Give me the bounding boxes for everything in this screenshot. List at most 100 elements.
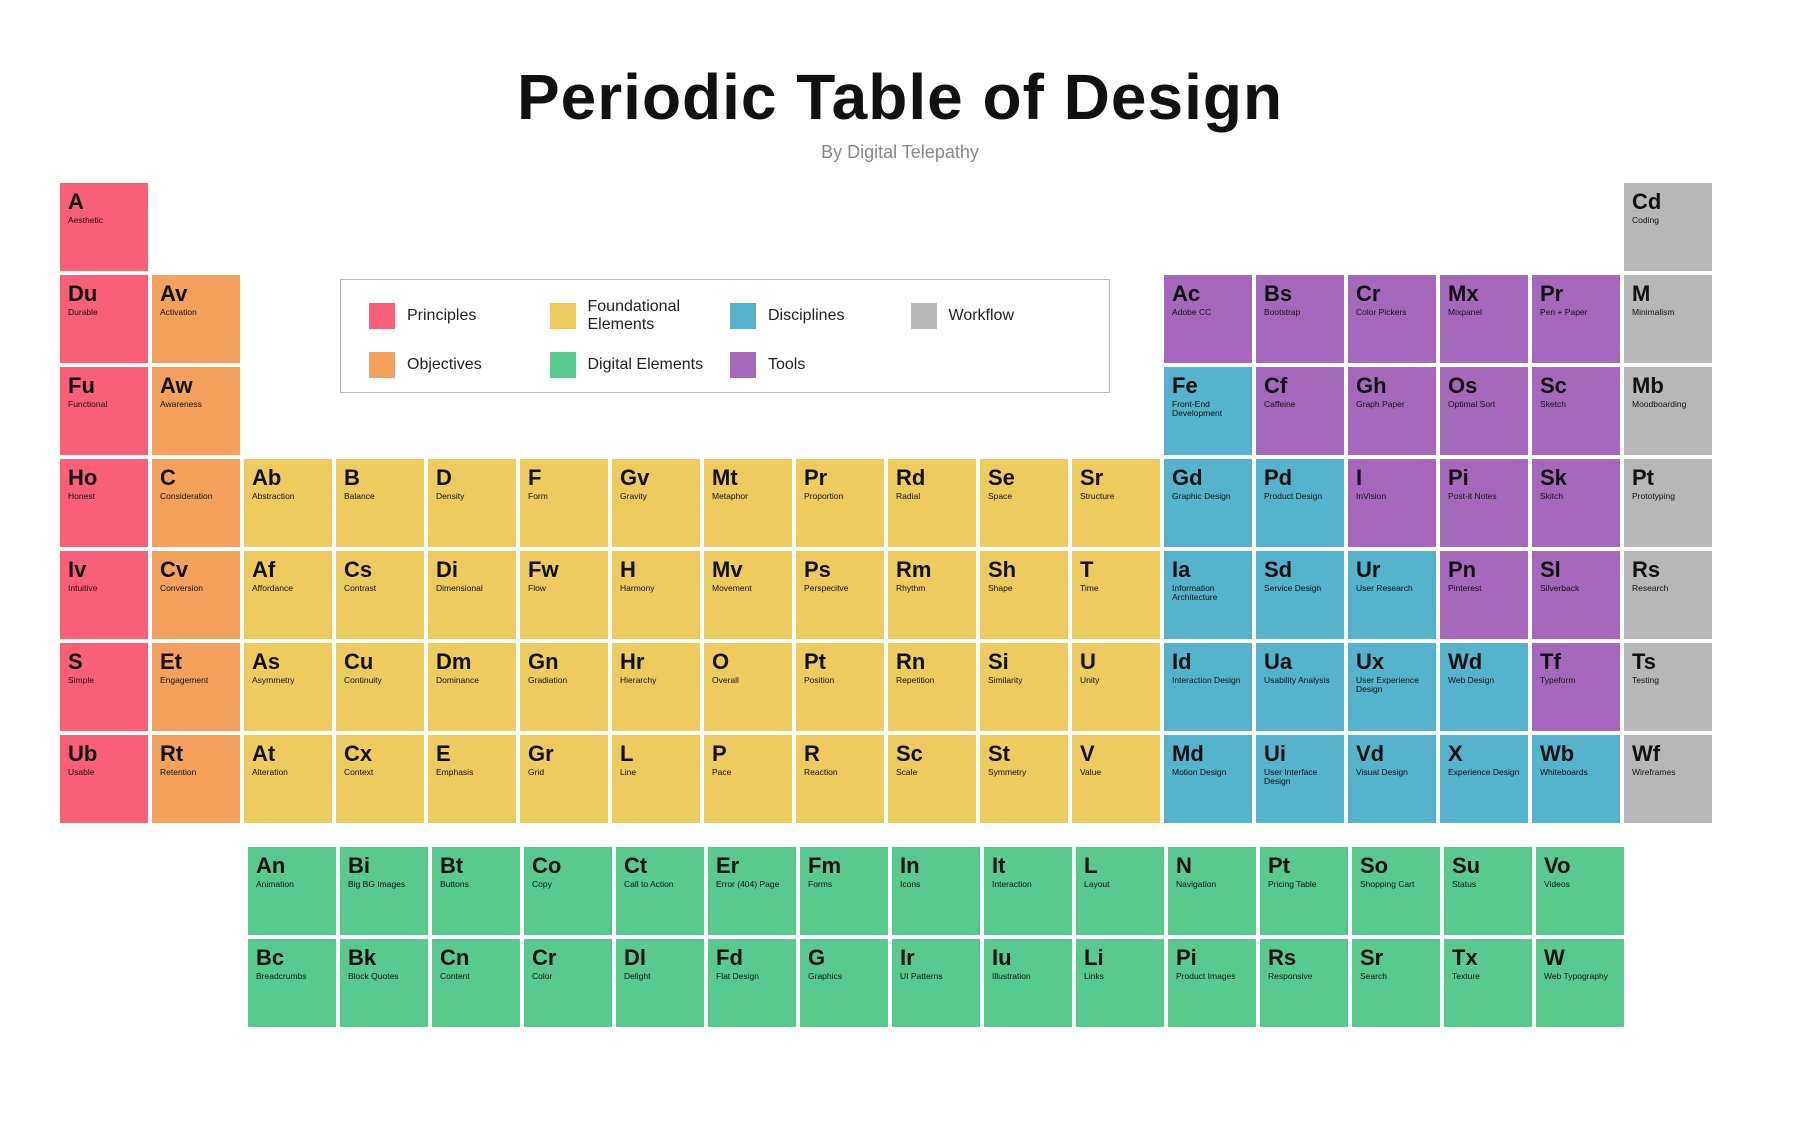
element-cell: GvGravity [612,459,700,547]
element-symbol: Bi [348,855,422,877]
element-symbol: Co [532,855,606,877]
element-symbol: Iu [992,947,1066,969]
element-cell: TsTesting [1624,643,1712,731]
element-name: Consideration [160,492,234,501]
element-symbol: Cr [1356,283,1430,305]
element-cell: FmForms [800,847,888,935]
element-symbol: Pn [1448,559,1522,581]
element-cell: RdRadial [888,459,976,547]
legend-swatch [911,303,937,329]
element-cell: IaInformation Architecture [1164,551,1252,639]
element-symbol: Vd [1356,743,1430,765]
element-name: Web Typography [1544,972,1618,981]
element-cell: SrStructure [1072,459,1160,547]
element-name: Harmony [620,584,694,593]
element-cell: PtPricing Table [1260,847,1348,935]
element-name: Error (404) Page [716,880,790,889]
element-cell: SrSearch [1352,939,1440,1027]
element-cell: PtPosition [796,643,884,731]
element-symbol: Sd [1264,559,1338,581]
element-cell: ScSketch [1532,367,1620,455]
element-cell: UrUser Research [1348,551,1436,639]
element-name: Buttons [440,880,514,889]
element-name: Search [1360,972,1434,981]
element-name: Radial [896,492,970,501]
element-name: Typeform [1540,676,1614,685]
element-cell: AsAsymmetry [244,643,332,731]
element-name: Contrast [344,584,418,593]
element-name: Product Design [1264,492,1338,501]
element-symbol: Dm [436,651,510,673]
element-cell: ScScale [888,735,976,823]
element-cell: LiLinks [1076,939,1164,1027]
element-symbol: Cx [344,743,418,765]
element-symbol: F [528,467,602,489]
element-name: Moodboarding [1632,400,1706,409]
element-name: Caffeine [1264,400,1338,409]
element-symbol: Pi [1176,947,1250,969]
element-cell: SoShopping Cart [1352,847,1440,935]
legend-label: Disciplines [768,307,844,325]
element-symbol: W [1544,947,1618,969]
element-symbol: Ts [1632,651,1706,673]
periodic-table: PrinciplesFoundational ElementsDisciplin… [60,183,1740,1027]
element-symbol: U [1080,651,1154,673]
element-symbol: Rs [1632,559,1706,581]
element-name: Density [436,492,510,501]
element-cell: F Form [520,459,608,547]
element-symbol: Ux [1356,651,1430,673]
element-symbol: Rm [896,559,970,581]
element-symbol: Sc [896,743,970,765]
element-symbol: Ab [252,467,326,489]
empty-cell [1348,183,1436,271]
element-name: Pace [712,768,786,777]
element-cell: DuDurable [60,275,148,363]
element-name: Repetition [896,676,970,685]
element-cell: AfAffordance [244,551,332,639]
element-symbol: Wb [1540,743,1614,765]
empty-cell [152,183,240,271]
element-symbol: Gn [528,651,602,673]
element-name: Form [528,492,602,501]
element-cell: LLine [612,735,700,823]
element-cell: UbUsable [60,735,148,823]
element-symbol: Pt [1268,855,1342,877]
element-symbol: Sk [1540,467,1614,489]
legend-label: Digital Elements [588,356,704,374]
element-symbol: V [1080,743,1154,765]
element-name: Responsive [1268,972,1342,981]
element-name: Prototyping [1632,492,1706,501]
element-name: Space [988,492,1062,501]
element-symbol: T [1080,559,1154,581]
element-symbol: In [900,855,974,877]
element-cell: CrColor [524,939,612,1027]
element-symbol: E [436,743,510,765]
element-symbol: Wf [1632,743,1706,765]
element-name: Intuitive [68,584,142,593]
element-cell: EtEngagement [152,643,240,731]
legend-swatch [550,352,576,378]
element-cell: TfTypeform [1532,643,1620,731]
element-cell: PrProportion [796,459,884,547]
element-cell: CxContext [336,735,424,823]
empty-cell [1440,183,1528,271]
element-cell: CoCopy [524,847,612,935]
element-cell: DlDelight [616,939,704,1027]
empty-cell [1164,183,1252,271]
element-cell: WfWireframes [1624,735,1712,823]
element-cell: RmRhythm [888,551,976,639]
element-name: Illustration [992,972,1066,981]
element-cell: BiBig BG Images [340,847,428,935]
element-cell: VValue [1072,735,1160,823]
element-symbol: Bc [256,947,330,969]
element-name: Gravity [620,492,694,501]
element-name: Conversion [160,584,234,593]
element-cell: PiProduct Images [1168,939,1256,1027]
element-name: Symmetry [988,768,1062,777]
element-cell: SeSpace [980,459,1068,547]
element-name: Forms [808,880,882,889]
element-symbol: G [808,947,882,969]
empty-cell [336,183,424,271]
element-cell: AvActivation [152,275,240,363]
element-symbol: St [988,743,1062,765]
